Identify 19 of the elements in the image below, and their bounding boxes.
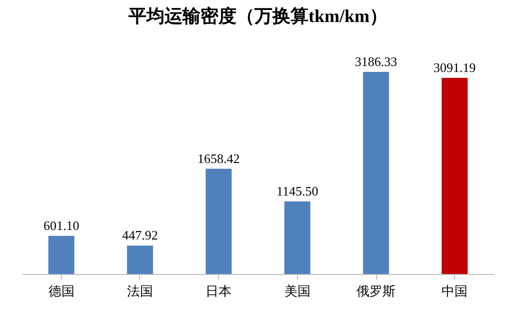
x-tick-label: 日本: [206, 284, 232, 298]
chart-title: 平均运输密度（万换算tkm/km）: [127, 6, 388, 26]
bar: [284, 201, 310, 274]
bar: [363, 72, 389, 274]
x-tick-label: 俄罗斯: [356, 284, 396, 298]
data-label: 447.92: [122, 228, 158, 243]
bar: [127, 246, 153, 274]
bar: [442, 78, 468, 274]
x-tick-label: 德国: [48, 284, 74, 298]
bar: [48, 236, 74, 274]
data-label: 1145.50: [276, 183, 318, 198]
data-label: 3091.19: [434, 60, 476, 75]
x-tick-label: 美国: [284, 284, 310, 298]
data-label: 601.10: [43, 218, 80, 233]
data-label: 1658.42: [198, 150, 240, 166]
data-label: 3186.33: [354, 54, 398, 69]
x-tick-label: 中国: [442, 284, 468, 298]
x-tick-label: 法国: [127, 284, 153, 298]
bar: [206, 168, 232, 274]
